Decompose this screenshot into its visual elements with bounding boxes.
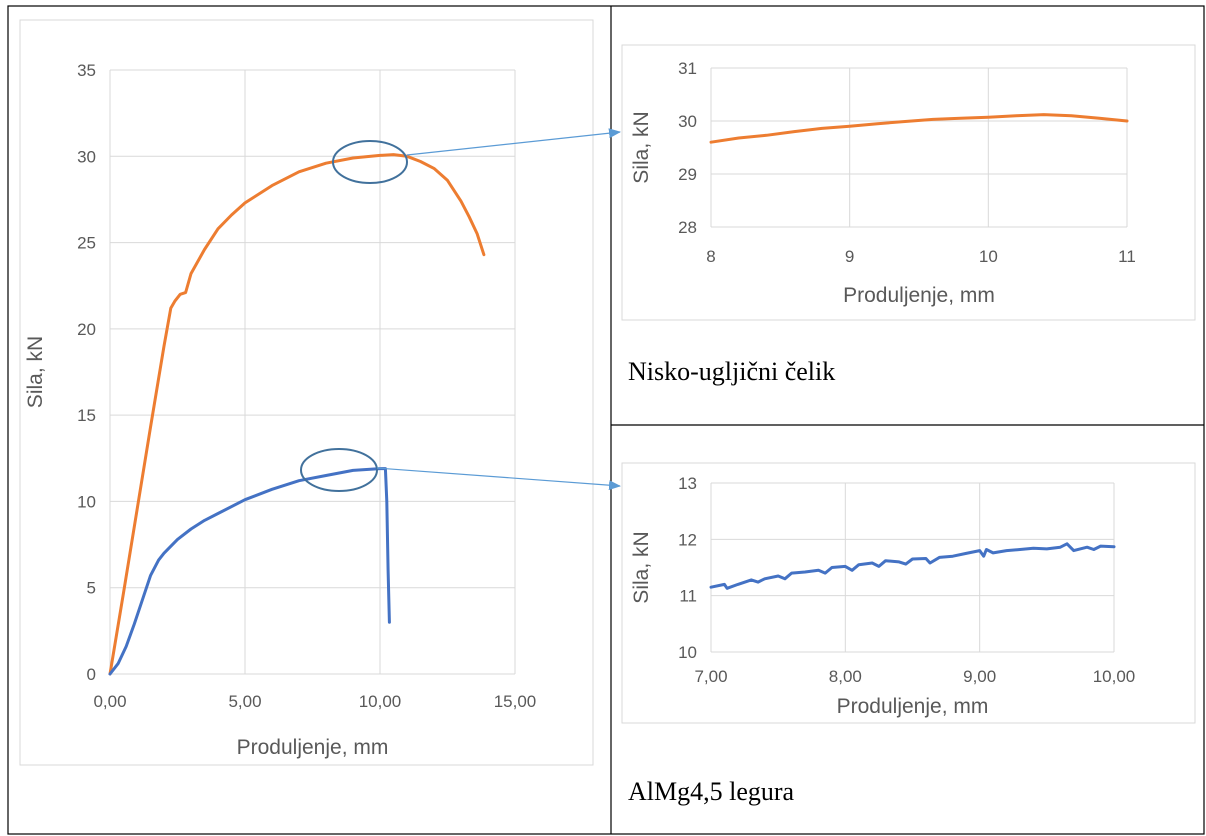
steel-zoom-chart: 8 9 10 11 28 29 30 31 Produljenje, mm Sila, kN	[630, 59, 1136, 307]
alloy-x-tick-label: 7,00	[694, 667, 727, 686]
main-x-tick-label: 0,00	[93, 692, 126, 711]
main-chart: 0,00 5,00 10,00 15,00 0 5 10 15 20 25 30 35 Produlje…	[24, 61, 536, 759]
steel-x-tick-label: 9	[845, 247, 854, 266]
steel-x-tick-label: 10	[979, 247, 998, 266]
main-y-tick-label: 0	[87, 665, 96, 684]
alloy-x-tick-label: 8,00	[829, 667, 862, 686]
steel-y-tick-label: 30	[678, 112, 697, 131]
main-x-tick-label: 10,00	[359, 692, 402, 711]
steel-highlight-ellipse	[332, 140, 408, 184]
alloy-y-tick-label: 10	[678, 643, 697, 662]
main-x-tick-label: 15,00	[494, 692, 537, 711]
main-y-tick-label: 5	[87, 579, 96, 598]
alloy-connector-arrow	[376, 467, 621, 491]
main-y-tick-label: 30	[77, 147, 96, 166]
steel-x-axis-title: Produljenje, mm	[843, 284, 995, 307]
steel-x-tick-label: 11	[1118, 247, 1136, 266]
alloy-caption: AlMg4,5 legura	[628, 777, 795, 806]
steel-y-tick-label: 31	[678, 59, 697, 78]
annotations	[300, 128, 621, 492]
main-y-tick-label: 20	[77, 320, 96, 339]
main-y-tick-label: 25	[77, 234, 96, 253]
main-y-tick-label: 10	[77, 492, 96, 511]
main-chart-frame	[19, 19, 594, 766]
alloy-x-tick-label: 10,00	[1093, 667, 1136, 686]
alloy-zoom-frame	[621, 462, 1196, 724]
alloy-highlight-ellipse	[300, 448, 378, 492]
steel-y-axis-title: Sila, kN	[630, 111, 653, 183]
main-series-0-line	[108, 153, 486, 676]
alloy-x-tick-label: 9,00	[963, 667, 996, 686]
steel-y-tick-label: 29	[678, 165, 697, 184]
alloy-y-axis-title: Sila, kN	[630, 531, 653, 603]
table-borders	[7, 5, 1205, 835]
steel-series-0-line	[709, 113, 1129, 144]
main-x-tick-label: 5,00	[228, 692, 261, 711]
steel-caption: Nisko-ugljični čelik	[628, 357, 835, 386]
steel-connector-arrow	[406, 128, 621, 156]
alloy-y-tick-label: 11	[679, 587, 697, 606]
alloy-series-0-line	[709, 542, 1116, 590]
main-y-axis-title: Sila, kN	[24, 336, 47, 408]
steel-y-tick-label: 28	[678, 218, 697, 237]
alloy-y-tick-label: 13	[678, 474, 697, 493]
alloy-x-axis-title: Produljenje, mm	[837, 695, 989, 718]
main-x-axis-title: Produljenje, mm	[237, 736, 389, 759]
steel-x-tick-label: 8	[706, 247, 715, 266]
alloy-y-tick-label: 12	[678, 530, 697, 549]
main-y-tick-label: 35	[77, 61, 96, 80]
main-y-tick-label: 15	[77, 406, 96, 425]
alloy-zoom-chart: 7,00 8,00 9,00 10,00 10 11 12 13 Produljenje, mm…	[630, 474, 1135, 718]
steel-zoom-frame	[621, 44, 1196, 321]
